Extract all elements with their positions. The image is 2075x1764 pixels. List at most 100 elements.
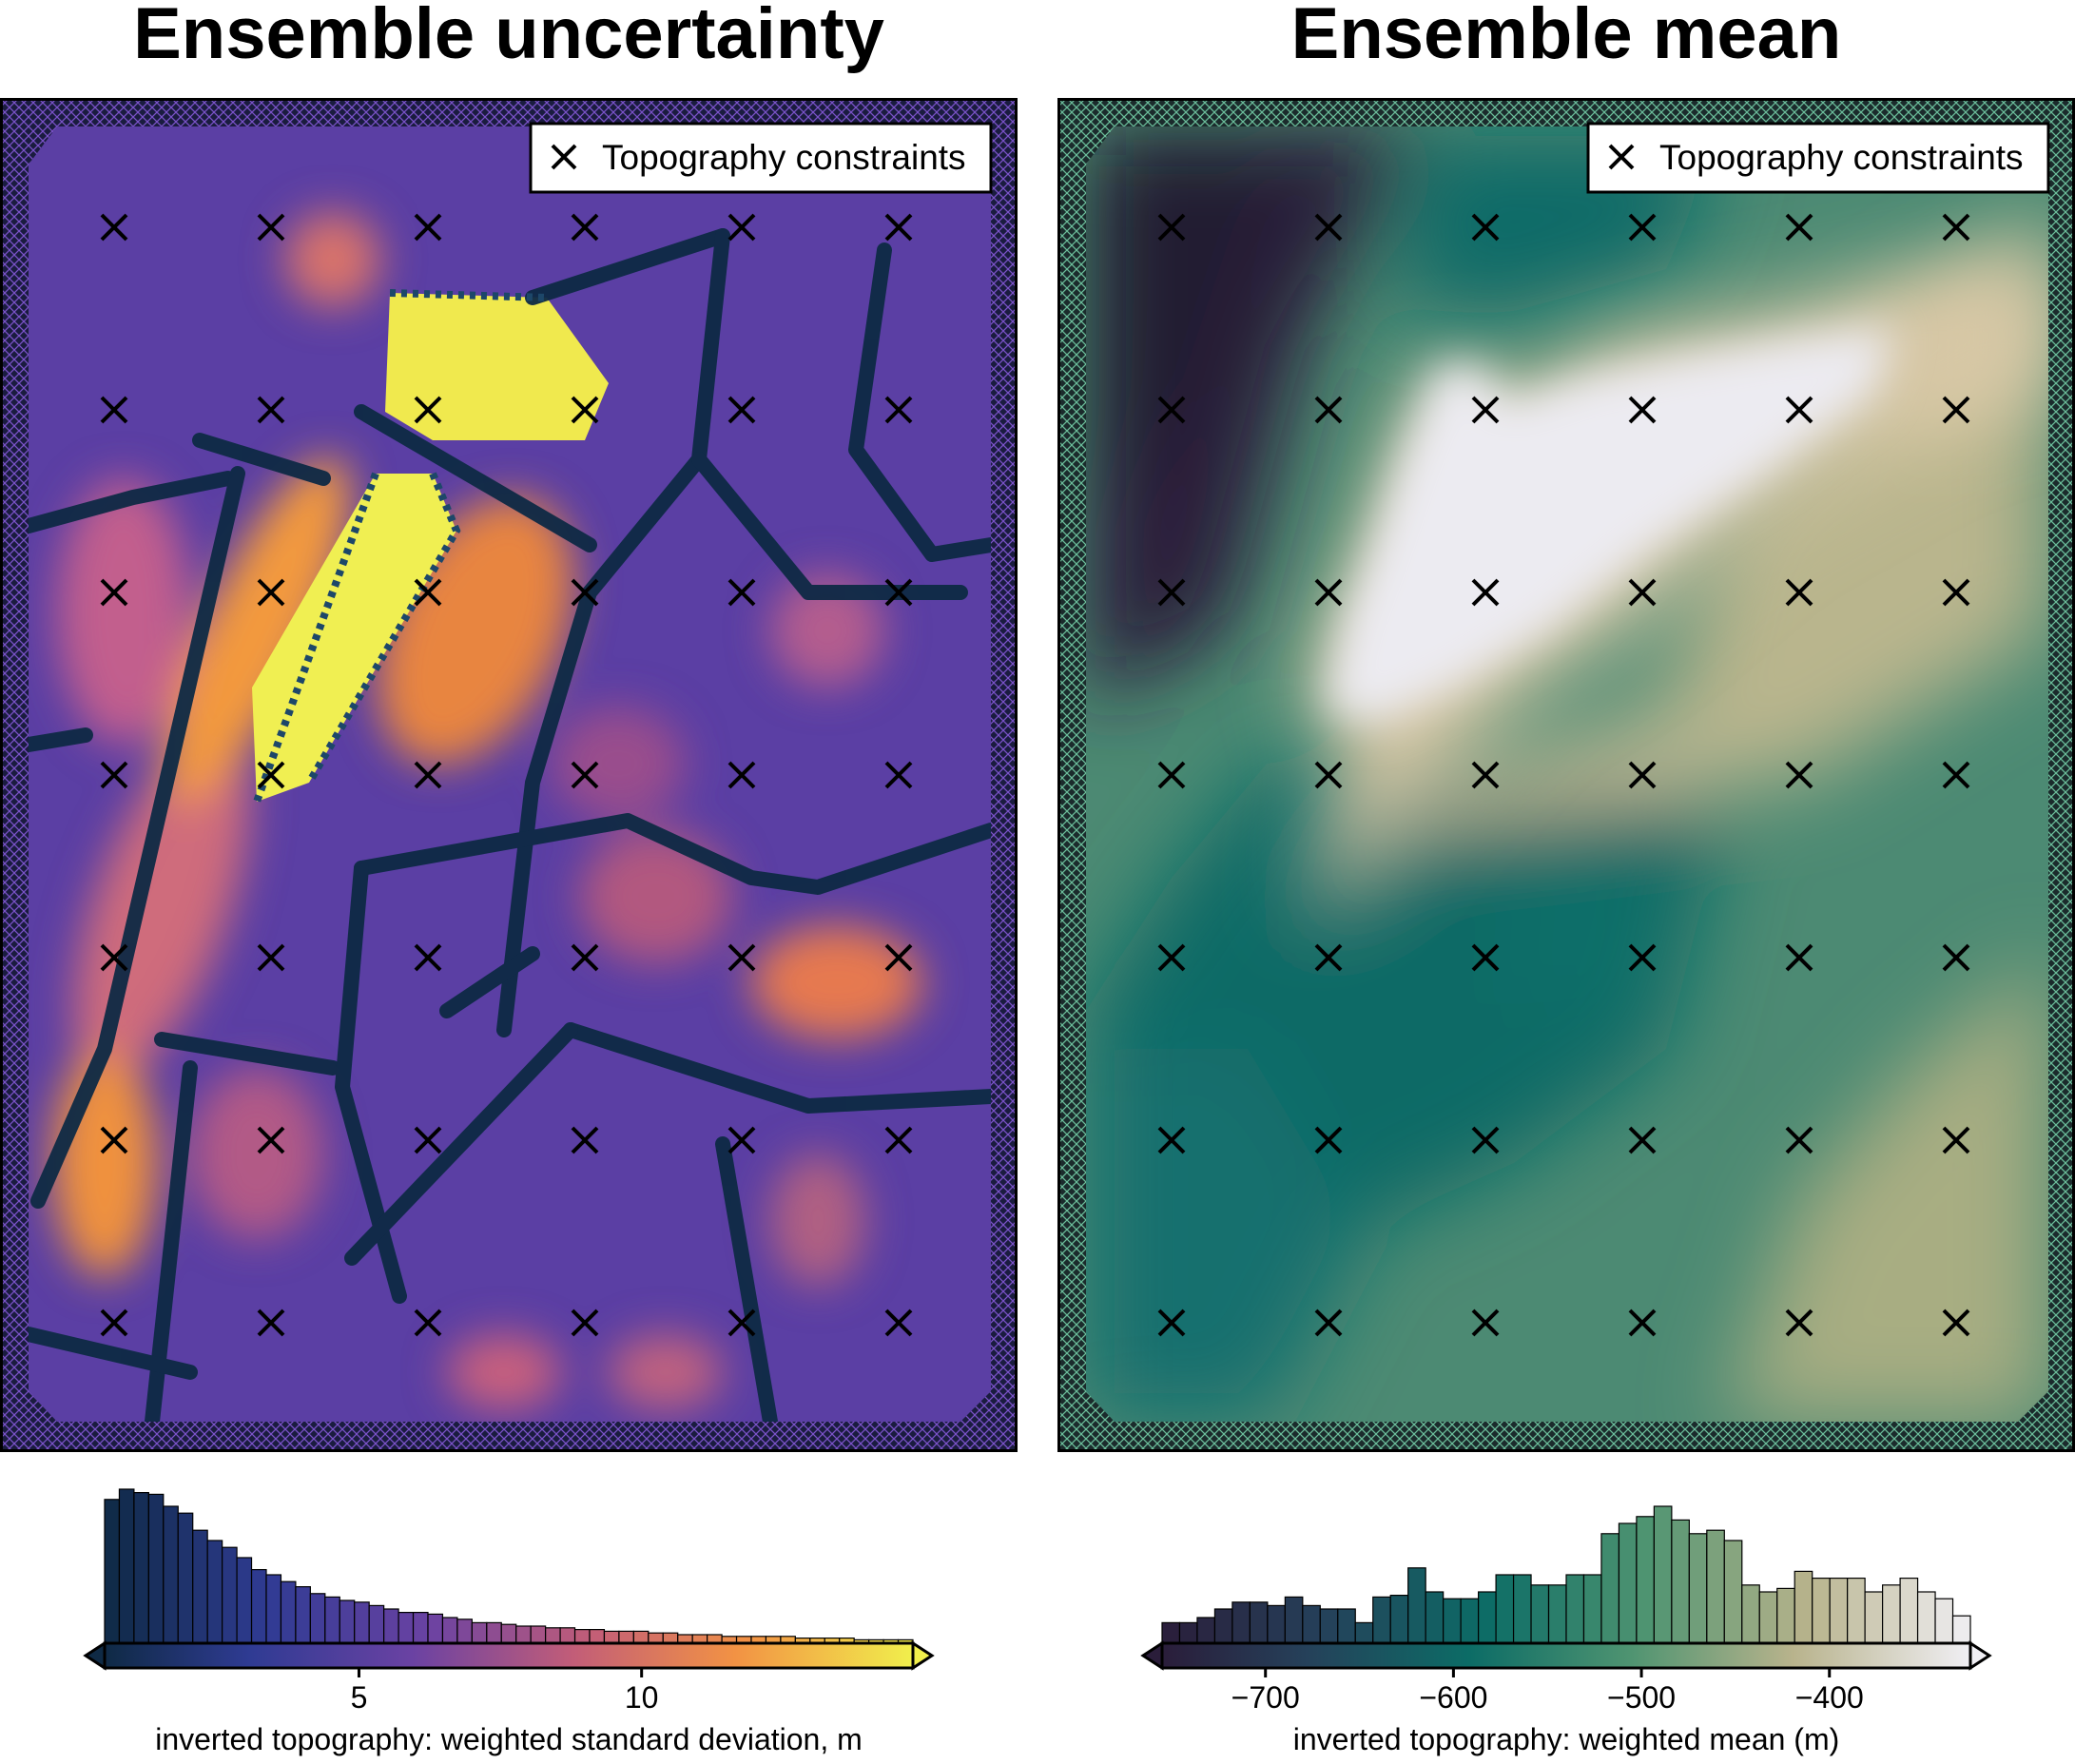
- histogram-bar: [1916, 1591, 1936, 1644]
- constraint-x-marker: [727, 396, 756, 424]
- constraint-x-marker: [1942, 578, 1970, 607]
- histogram-bar: [118, 1488, 135, 1644]
- histogram-bar: [1495, 1574, 1515, 1644]
- histogram-bar: [368, 1604, 385, 1644]
- histogram-bar: [1389, 1595, 1409, 1644]
- colorbar-extend-low: [83, 1640, 107, 1671]
- histogram-bar: [530, 1625, 547, 1644]
- histogram-bar: [236, 1557, 253, 1644]
- constraint-x-marker: [414, 578, 442, 607]
- colorbar-ticks: −700 −600 −500 −400: [1231, 1668, 1864, 1715]
- histogram-bar: [1653, 1505, 1673, 1644]
- constraint-x-marker: [1942, 1126, 1970, 1154]
- constraint-x-marker: [727, 1126, 756, 1154]
- constraint-x-marker: [1785, 1308, 1813, 1337]
- histogram-bar: [1407, 1567, 1426, 1644]
- histogram-bar: [1600, 1533, 1620, 1644]
- constraint-x-marker: [884, 761, 913, 789]
- constraint-x-marker: [571, 761, 599, 789]
- constraint-x-marker: [1314, 578, 1343, 607]
- histogram-bar: [1231, 1601, 1251, 1644]
- mean-title: Ensemble mean: [1290, 0, 1842, 74]
- constraint-x-marker: [1314, 1126, 1343, 1154]
- constraint-x-marker: [1314, 761, 1343, 789]
- constraint-x-marker: [100, 1308, 128, 1337]
- mean-field: [1086, 126, 2048, 1422]
- constraint-x-marker: [1471, 1126, 1500, 1154]
- histogram-bar: [1284, 1596, 1304, 1644]
- constraint-x-marker: [100, 1126, 128, 1154]
- constraint-x-marker: [571, 943, 599, 972]
- constraint-x-marker: [414, 761, 442, 789]
- histogram-bar: [1547, 1584, 1567, 1644]
- colorbar-gradient: [103, 1641, 915, 1670]
- constraint-x-marker: [257, 943, 285, 972]
- histogram-bar: [1372, 1596, 1391, 1644]
- histogram-bar: [1582, 1574, 1602, 1644]
- constraint-x-marker: [257, 1308, 285, 1337]
- constraint-x-marker: [414, 1308, 442, 1337]
- histogram-bar: [1723, 1540, 1743, 1644]
- histogram-bar: [456, 1619, 473, 1644]
- colorbar-extend-high: [1968, 1640, 1992, 1671]
- legend-label: Topography constraints: [1659, 138, 2024, 177]
- histogram-bar: [632, 1630, 650, 1644]
- histogram-bar: [1812, 1578, 1831, 1644]
- histogram-bar: [222, 1546, 238, 1644]
- constraint-x-marker: [1314, 396, 1343, 424]
- histogram-bar: [1319, 1608, 1339, 1644]
- histogram-bar: [412, 1612, 429, 1644]
- histogram-bar: [1688, 1533, 1708, 1644]
- constraint-x-marker: [1628, 1126, 1657, 1154]
- histogram-bar: [441, 1617, 458, 1644]
- histogram-bar: [265, 1574, 282, 1644]
- constraint-x-marker: [1628, 578, 1657, 607]
- constraint-x-marker: [571, 578, 599, 607]
- histogram-bar: [1478, 1591, 1497, 1644]
- colorbar-extend-low: [1140, 1640, 1164, 1671]
- constraint-markers: [1157, 213, 1970, 1337]
- histogram-bar: [163, 1505, 179, 1644]
- constraint-x-marker: [1785, 1126, 1813, 1154]
- mean-histogram: [1161, 1505, 1971, 1644]
- constraint-x-marker: [1628, 761, 1657, 789]
- constraint-x-marker: [571, 1126, 599, 1154]
- uncertainty-map: Topography constraints: [0, 98, 1018, 1452]
- mean-colorbar: −700 −600 −500 −400 inverted topography: we…: [1140, 1505, 1992, 1756]
- constraint-x-marker: [100, 761, 128, 789]
- constraint-x-marker: [571, 396, 599, 424]
- histogram-bar: [1249, 1601, 1269, 1644]
- colorbar-ticks: 5 10: [351, 1668, 658, 1715]
- constraint-x-marker: [414, 943, 442, 972]
- histogram-bar: [618, 1630, 634, 1644]
- constraint-x-marker: [1471, 396, 1500, 424]
- constraint-x-marker: [1471, 578, 1500, 607]
- histogram-bar: [515, 1625, 532, 1644]
- colorbar-tick-label: −600: [1419, 1680, 1487, 1715]
- mean-map: Topography constraints: [1057, 98, 2075, 1452]
- constraint-x-marker: [414, 396, 442, 424]
- histogram-bar: [354, 1601, 370, 1644]
- constraint-x-marker: [1785, 396, 1813, 424]
- histogram-bar: [1267, 1604, 1286, 1644]
- histogram-bar: [1618, 1522, 1638, 1644]
- constraint-x-marker: [257, 396, 285, 424]
- constraint-x-marker: [1314, 943, 1343, 972]
- histogram-bar: [1951, 1615, 1971, 1644]
- constraint-x-marker: [257, 213, 285, 242]
- constraint-x-marker: [727, 213, 756, 242]
- histogram-bar: [1425, 1591, 1445, 1644]
- histogram-bar: [1864, 1591, 1884, 1644]
- legend-x-marker-icon: [551, 144, 577, 170]
- constraint-x-marker: [100, 396, 128, 424]
- histogram-bar: [398, 1612, 415, 1644]
- uncertainty-colorbar: 5 10 inverted topography: weighted standa…: [83, 1488, 935, 1756]
- constraint-x-marker: [100, 578, 128, 607]
- histogram-bar: [573, 1629, 591, 1644]
- colorbar-gradient: [1160, 1641, 1972, 1670]
- constraint-x-marker: [1157, 396, 1186, 424]
- histogram-bar: [559, 1627, 576, 1644]
- histogram-bar: [1512, 1574, 1532, 1644]
- constraint-x-marker: [1785, 213, 1813, 242]
- colorbar-label: inverted topography: weighted standard d…: [155, 1722, 863, 1756]
